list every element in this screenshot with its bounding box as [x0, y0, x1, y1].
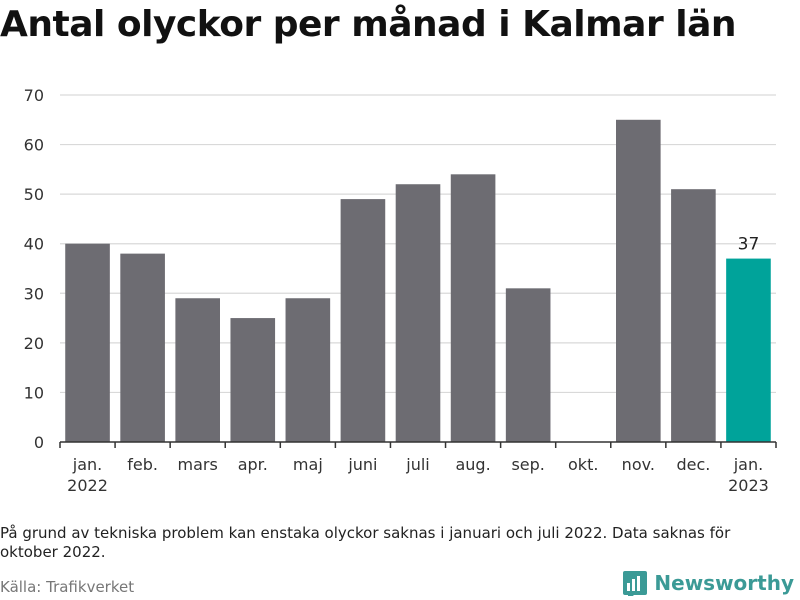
x-tick-label: sep.	[511, 455, 544, 474]
bar-chart: 0 10 20 30 40 50 60 70 37 jan. 2022 feb. mars apr. m…	[24, 86, 777, 495]
brand-name: Newsworthy	[654, 571, 794, 595]
y-tick-label: 50	[24, 185, 44, 204]
x-tick-label: 2022	[67, 476, 108, 495]
newsworthy-logo-icon	[623, 571, 648, 596]
bars	[65, 119, 771, 443]
x-tick-label: jan.	[72, 455, 102, 474]
x-tick-label: jan.	[733, 455, 763, 474]
data-label: 37	[738, 235, 760, 255]
y-axis-tick-labels: 0 10 20 30 40 50 60 70	[24, 86, 44, 452]
bar	[340, 199, 386, 442]
x-tick-label: mars	[178, 455, 218, 474]
bar	[120, 253, 165, 442]
bar	[175, 298, 220, 442]
x-tick-label: okt.	[568, 455, 598, 474]
y-tick-label: 30	[24, 284, 44, 303]
bar	[450, 174, 496, 443]
x-tick-label: apr.	[238, 455, 268, 474]
bar	[505, 288, 551, 442]
bar-highlighted	[726, 258, 771, 442]
x-tick-label: aug.	[455, 455, 490, 474]
x-tick-label: maj	[293, 455, 323, 474]
y-tick-label: 70	[24, 86, 44, 105]
x-tick-label: dec.	[676, 455, 710, 474]
x-tick-label: feb.	[127, 455, 158, 474]
y-tick-label: 10	[24, 383, 44, 402]
footnote: På grund av tekniska problem kan enstaka…	[0, 524, 731, 561]
x-tick-label: juni	[347, 455, 377, 474]
x-axis-tick-labels: jan. 2022 feb. mars apr. maj juni juli aug. sep. o…	[67, 455, 769, 495]
x-tick-label: juli	[405, 455, 429, 474]
source-credit: Källa: Trafikverket	[0, 578, 135, 596]
y-tick-label: 20	[24, 334, 44, 353]
bar	[230, 318, 276, 442]
y-tick-label: 40	[24, 235, 44, 254]
bar	[395, 184, 441, 442]
bar	[616, 119, 661, 443]
bar	[65, 243, 110, 442]
chart-title: Antal olyckor per månad i Kalmar län	[0, 4, 737, 45]
data-labels: 37	[738, 235, 760, 255]
x-axis	[59, 441, 777, 448]
bar	[285, 298, 331, 442]
y-tick-label: 60	[24, 136, 44, 155]
x-tick-label: nov.	[622, 455, 655, 474]
y-tick-label: 0	[34, 433, 44, 452]
bar	[671, 189, 716, 442]
x-tick-label: 2023	[728, 476, 769, 495]
brand-logo: Newsworthy	[622, 570, 794, 596]
